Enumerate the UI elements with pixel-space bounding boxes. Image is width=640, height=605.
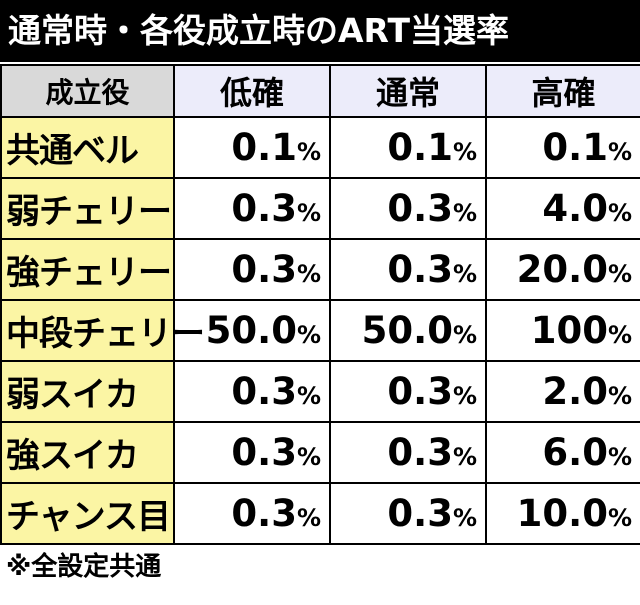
role-name: 弱スイカ [0,360,175,423]
role-name: チャンス目 [0,482,175,545]
rate-cell: 20.0% [485,238,640,301]
rate-cell: 0.3% [173,177,331,240]
table-row: 中段チェリー 50.0% 50.0% 100% [0,299,640,362]
rate-cell: 0.3% [173,482,331,545]
table-row: 強チェリー 0.3% 0.3% 20.0% [0,238,640,301]
rate-cell: 0.3% [329,360,487,423]
title: 通常時・各役成立時のART当選率 [0,0,640,62]
rate-cell: 100% [485,299,640,362]
table-body: 共通ベル 0.1% 0.1% 0.1% 弱チェリー 0.3% 0.3% 4.0% 強チェリー 0.… [0,116,640,545]
rate-cell: 0.3% [329,238,487,301]
rate-cell: 2.0% [485,360,640,423]
rate-cell: 0.1% [485,116,640,179]
role-name: 弱チェリー [0,177,175,240]
rate-cell: 0.1% [329,116,487,179]
table-row: 強スイカ 0.3% 0.3% 6.0% [0,421,640,484]
table-row: 共通ベル 0.1% 0.1% 0.1% [0,116,640,179]
column-header: 高確 [485,64,640,118]
rate-table: 成立役 低確 通常 高確 共通ベル 0.1% 0.1% 0.1% 弱チェリー 0.3% 0.3% 4… [0,64,640,545]
footnote: ※全設定共通 [6,552,162,582]
table-row: 弱スイカ 0.3% 0.3% 2.0% [0,360,640,423]
rate-cell: 6.0% [485,421,640,484]
rate-cell: 4.0% [485,177,640,240]
rate-cell: 0.3% [173,421,331,484]
rate-cell: 50.0% [173,299,331,362]
column-header: 低確 [173,64,331,118]
rate-cell: 0.3% [329,482,487,545]
role-name: 強チェリー [0,238,175,301]
rate-cell: 0.1% [173,116,331,179]
rate-cell: 0.3% [329,177,487,240]
column-header: 成立役 [0,64,175,118]
table-row: チャンス目 0.3% 0.3% 10.0% [0,482,640,545]
rate-cell: 0.3% [173,360,331,423]
rate-cell: 0.3% [329,421,487,484]
role-name: 強スイカ [0,421,175,484]
role-name: 中段チェリー [0,299,205,362]
rate-cell: 50.0% [329,299,487,362]
header-row: 成立役 低確 通常 高確 [0,64,640,118]
rate-cell: 10.0% [485,482,640,545]
table-row: 弱チェリー 0.3% 0.3% 4.0% [0,177,640,240]
role-name: 共通ベル [0,116,175,179]
column-header: 通常 [329,64,487,118]
rate-cell: 0.3% [173,238,331,301]
